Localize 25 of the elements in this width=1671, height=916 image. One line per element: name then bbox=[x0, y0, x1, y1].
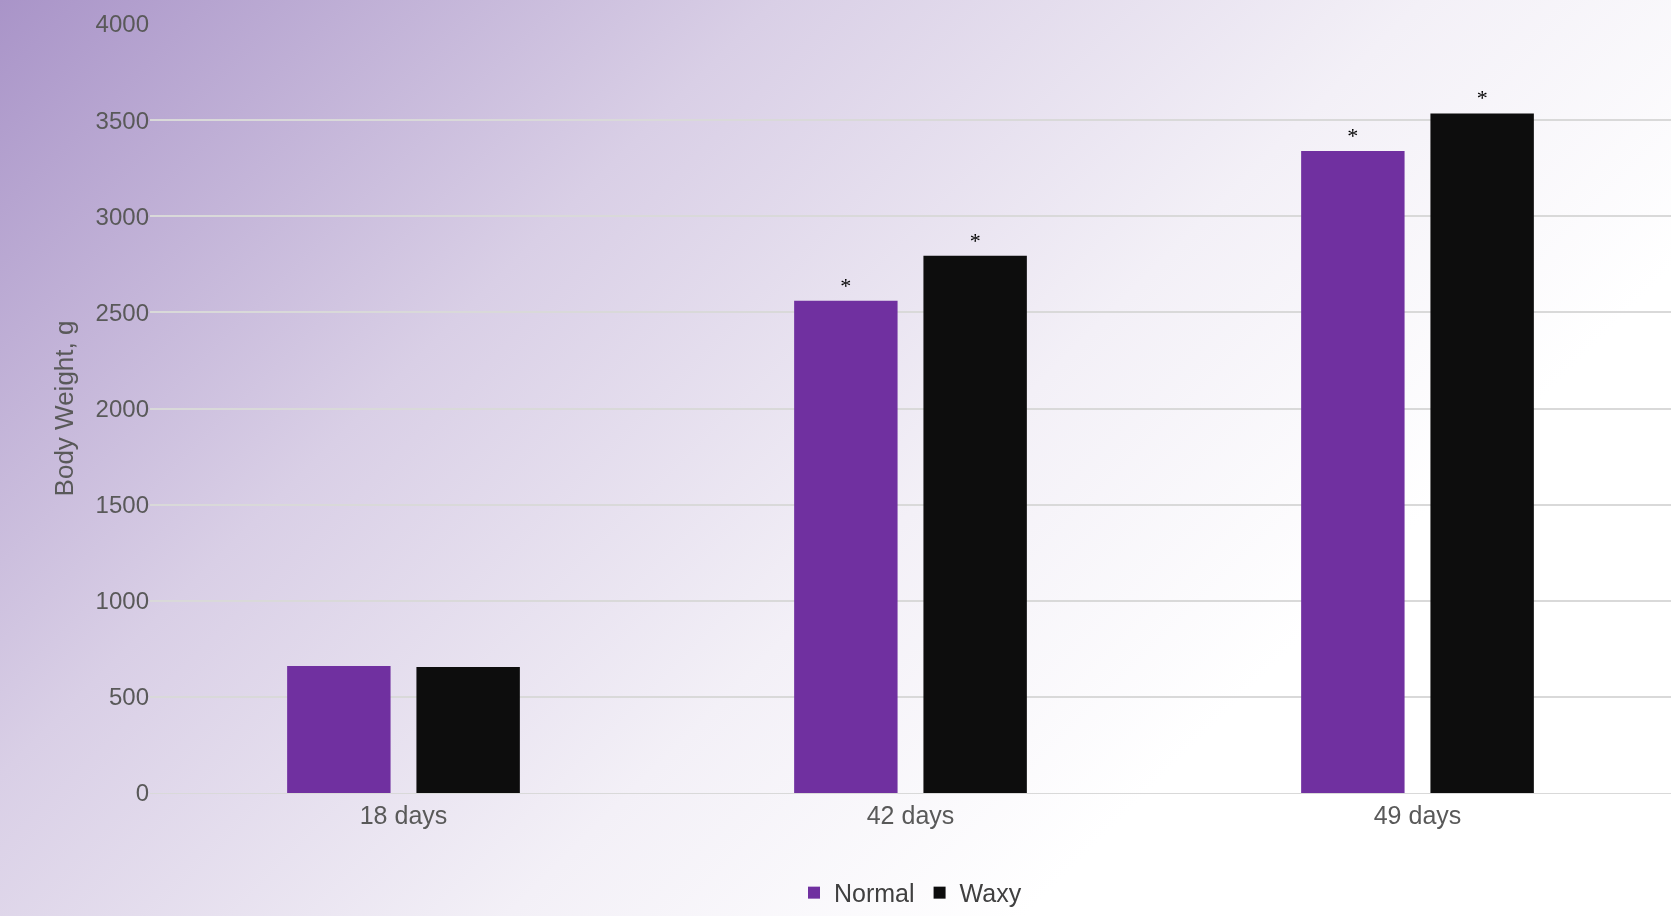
bar bbox=[794, 300, 898, 793]
data-label: * bbox=[1347, 122, 1359, 148]
bar bbox=[287, 666, 391, 793]
bar bbox=[1430, 113, 1534, 793]
y-axis-title: Body Weight, g bbox=[49, 320, 80, 497]
y-tick-label: 3500 bbox=[95, 106, 149, 134]
y-tick-label: 0 bbox=[135, 779, 149, 807]
y-tick-label: 2500 bbox=[95, 298, 149, 326]
x-tick-label: 49 days bbox=[1373, 801, 1462, 829]
y-tick-label: 3000 bbox=[95, 202, 149, 230]
y-tick-label: 500 bbox=[108, 683, 149, 711]
x-tick-label: 42 days bbox=[866, 801, 955, 829]
bar bbox=[923, 255, 1027, 793]
bar bbox=[1301, 150, 1405, 793]
x-tick-label: 18 days bbox=[359, 801, 448, 829]
y-tick-label: 1000 bbox=[95, 587, 149, 615]
y-tick-label: 4000 bbox=[95, 10, 149, 38]
legend-label: Normal bbox=[834, 879, 915, 908]
data-label: * bbox=[1476, 85, 1488, 111]
y-tick-label: 2000 bbox=[95, 394, 149, 422]
y-tick-label: 1500 bbox=[95, 491, 149, 519]
data-label: * bbox=[840, 272, 852, 298]
legend-label: Waxy bbox=[959, 879, 1022, 908]
bar bbox=[416, 667, 520, 793]
data-label: * bbox=[969, 227, 981, 253]
